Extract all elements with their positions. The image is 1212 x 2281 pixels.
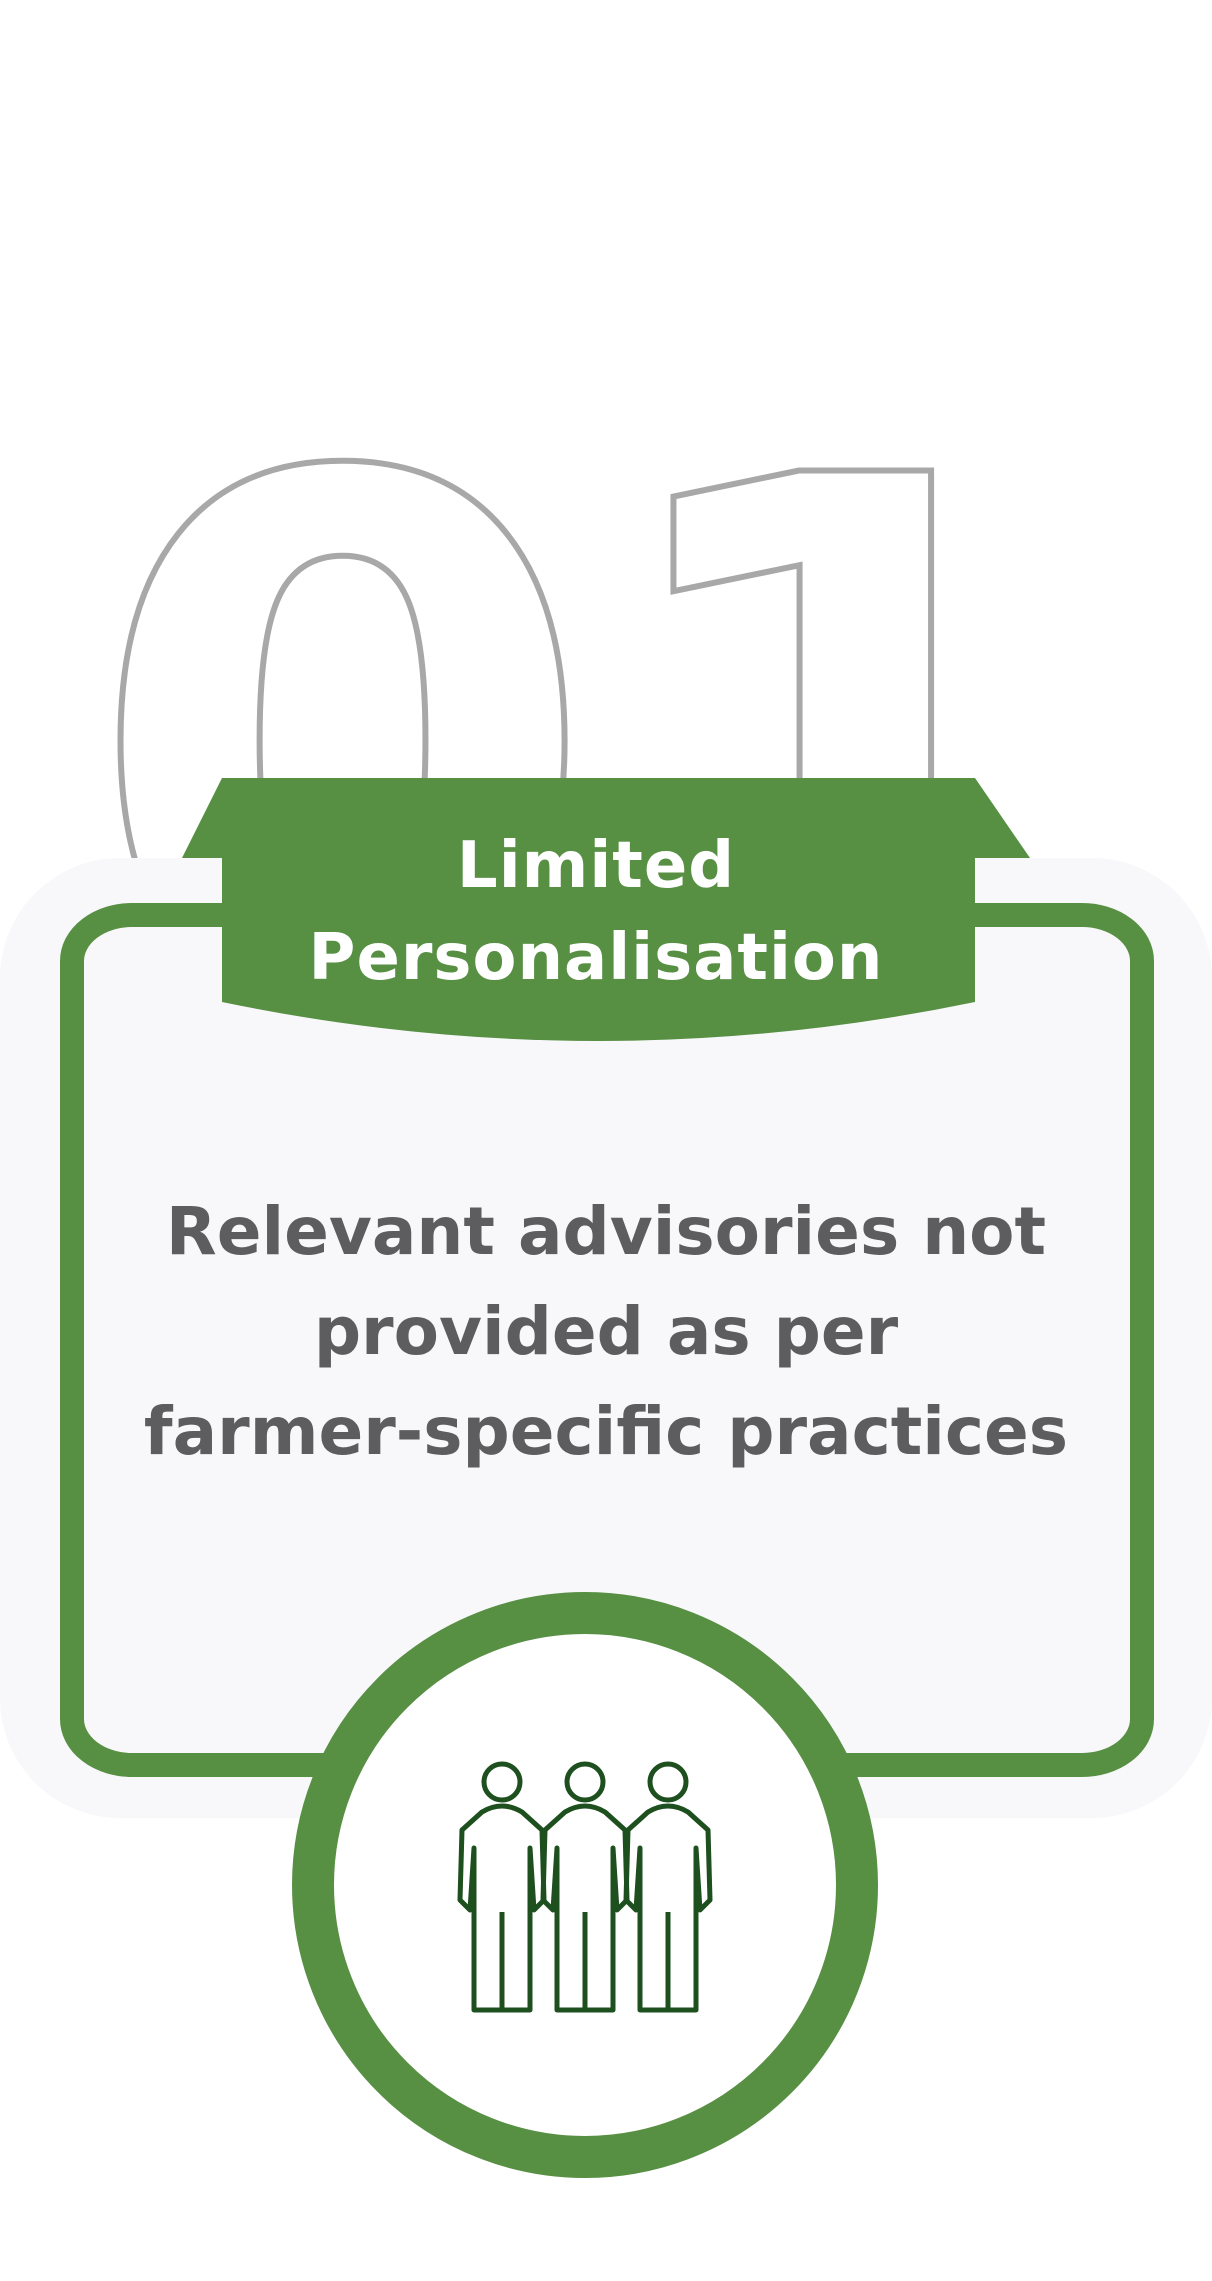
- card-description: Relevant advisories not provided as per …: [110, 1182, 1102, 1482]
- card-background: [0, 858, 1212, 1818]
- description-line-1: Relevant advisories not: [165, 1193, 1047, 1270]
- banner-body: [222, 850, 975, 1041]
- banner-top: [182, 778, 1030, 858]
- card-title: Limited Personalisation: [222, 820, 970, 1004]
- icon-circle: [292, 1592, 878, 2178]
- description-line-3: farmer-specific practices: [143, 1393, 1069, 1470]
- card-title-line-2: Personalisation: [308, 921, 884, 995]
- description-line-2: provided as per: [313, 1293, 899, 1370]
- group-of-people-icon: [457, 1761, 713, 2013]
- card-title-line-1: Limited: [456, 829, 736, 903]
